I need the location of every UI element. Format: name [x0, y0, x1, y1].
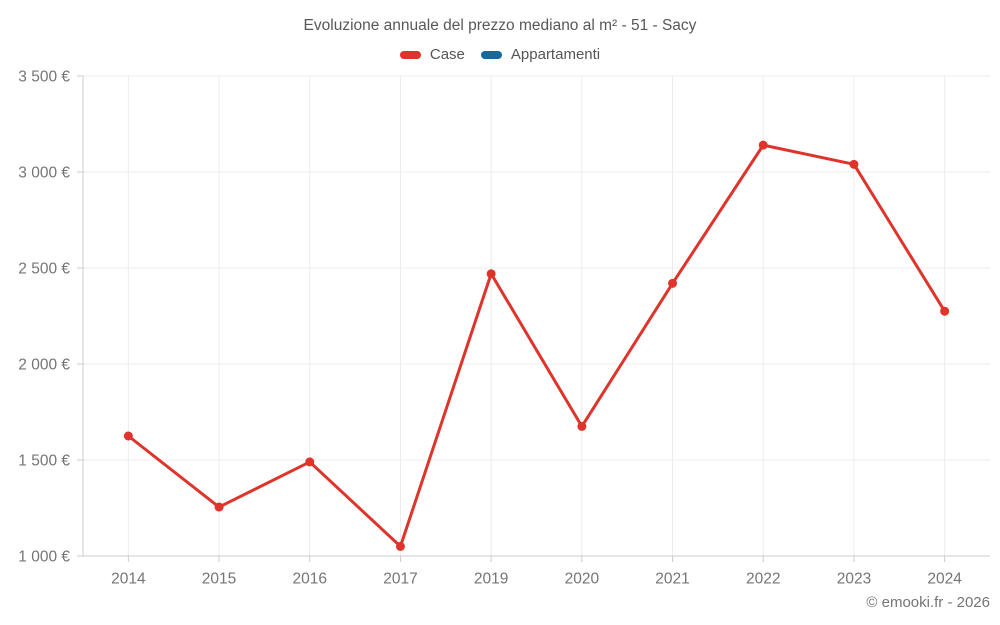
- legend-item-case[interactable]: Case: [399, 46, 465, 63]
- y-tick-label: 1 000 €: [18, 548, 70, 565]
- y-tick-label: 1 500 €: [18, 452, 70, 469]
- appartamenti-series-swatch-icon: [480, 50, 502, 59]
- y-tick-label: 2 000 €: [18, 356, 70, 373]
- case-data-point: [214, 502, 224, 512]
- legend-item-appartamenti[interactable]: Appartamenti: [480, 46, 601, 63]
- x-tick-label: 2021: [655, 570, 689, 587]
- case-series-swatch-icon: [399, 50, 421, 59]
- x-tick-label: 2016: [293, 570, 327, 587]
- x-tick-label: 2023: [837, 570, 871, 587]
- x-tick-label: 2024: [927, 570, 962, 587]
- case-data-point: [577, 421, 587, 431]
- x-tick-label: 2022: [746, 570, 780, 587]
- case-series-line: [126, 143, 947, 548]
- copyright-footer: © emooki.fr - 2026: [866, 594, 990, 611]
- case-data-point: [395, 541, 405, 551]
- case-data-point: [849, 159, 859, 169]
- legend-label-case: Case: [429, 46, 465, 63]
- x-tick-label: 2020: [565, 570, 600, 587]
- chart-title: Evoluzione annuale del prezzo mediano al…: [303, 17, 697, 34]
- case-data-point: [668, 278, 678, 288]
- x-tick-label: 2014: [111, 570, 146, 587]
- x-tick-label: 2017: [383, 570, 417, 587]
- case-data-point: [305, 457, 315, 467]
- legend-label-appartamenti: Appartamenti: [510, 46, 601, 63]
- case-data-point: [940, 306, 950, 316]
- case-data-point: [758, 140, 768, 150]
- x-tick-label: 2015: [202, 570, 236, 587]
- y-tick-label: 3 500 €: [18, 68, 70, 85]
- x-tick-label: 2019: [474, 570, 508, 587]
- chart-legend: Case Appartamenti: [0, 46, 1000, 63]
- y-tick-label: 2 500 €: [18, 260, 70, 277]
- y-tick-label: 3 000 €: [18, 164, 70, 181]
- case-data-point: [486, 269, 496, 279]
- case-data-point: [123, 431, 133, 441]
